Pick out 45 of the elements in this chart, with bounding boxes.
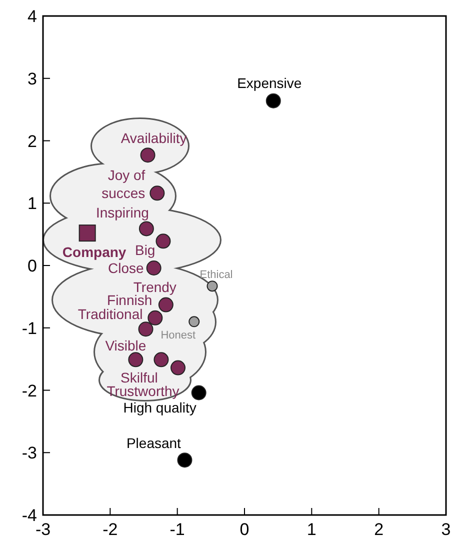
point — [170, 360, 186, 376]
annotation: Close — [108, 260, 144, 276]
x-tick-label: 2 — [374, 520, 384, 539]
y-tick-label: 1 — [28, 194, 37, 214]
point — [177, 452, 192, 468]
y-tick-label: -1 — [22, 318, 37, 338]
point — [188, 316, 200, 328]
y-tick-label: -4 — [22, 506, 37, 525]
annotation: Availability — [120, 130, 187, 146]
annotation: Big — [134, 242, 156, 258]
annotation: Inspiring — [96, 204, 149, 221]
x-tick-label: -2 — [102, 520, 118, 539]
y-tick-label: 3 — [28, 69, 37, 88]
x-tick-label: 3 — [441, 520, 451, 539]
y-tick-label: 4 — [28, 7, 37, 26]
point — [156, 234, 171, 249]
point — [140, 148, 156, 163]
point — [78, 224, 96, 242]
annotation: Joy of succes — [102, 167, 146, 202]
point — [138, 322, 154, 337]
y-tick-label: -2 — [22, 381, 37, 400]
x-tick-label: -1 — [170, 520, 185, 539]
y-tick-label: 2 — [28, 132, 37, 151]
point — [146, 260, 162, 276]
y-tick-label: -3 — [22, 444, 37, 463]
point — [158, 297, 174, 312]
point — [206, 280, 218, 292]
point — [128, 352, 144, 368]
point — [191, 385, 206, 400]
annotation: Traditional — [78, 306, 143, 322]
y-tick-label: 0 — [28, 256, 37, 276]
annotation: Ethical — [200, 269, 233, 282]
annotation: Honest — [160, 330, 196, 342]
x-tick-label: 1 — [306, 520, 316, 539]
point — [150, 186, 165, 201]
annotation: High quality — [123, 400, 196, 416]
series-label: Company — [62, 244, 126, 260]
point — [148, 310, 163, 326]
x-tick-label: 0 — [240, 520, 250, 539]
annotation: Pleasant — [126, 435, 182, 452]
point — [154, 352, 169, 368]
point — [266, 93, 281, 108]
annotation: Visible — [105, 338, 146, 354]
point — [138, 221, 154, 236]
annotation: Expensive — [237, 74, 302, 91]
